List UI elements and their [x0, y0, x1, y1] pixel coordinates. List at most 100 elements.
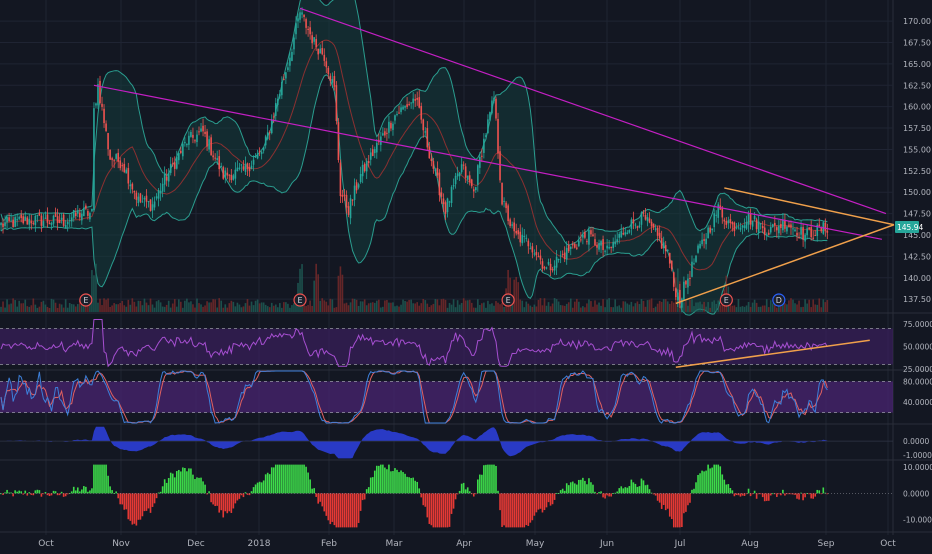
- candle-body[interactable]: [246, 163, 249, 170]
- candle-body[interactable]: [693, 263, 695, 265]
- candle-body[interactable]: [531, 246, 534, 253]
- candle-body[interactable]: [458, 172, 461, 177]
- triangle-upper-line[interactable]: [724, 187, 895, 226]
- candle-body[interactable]: [806, 228, 808, 236]
- candle-body[interactable]: [22, 216, 25, 224]
- candle-body[interactable]: [594, 239, 596, 246]
- candle-body[interactable]: [539, 255, 542, 260]
- candle-body[interactable]: [103, 108, 105, 124]
- candle-body[interactable]: [483, 138, 485, 153]
- candle-body[interactable]: [26, 217, 29, 225]
- candle-body[interactable]: [119, 160, 122, 169]
- candle-body[interactable]: [107, 133, 109, 150]
- candle-body[interactable]: [262, 147, 265, 151]
- candle-body[interactable]: [89, 212, 91, 220]
- candle-body[interactable]: [505, 202, 507, 209]
- candle-body[interactable]: [254, 155, 257, 158]
- candle-body[interactable]: [147, 201, 150, 203]
- candle-body[interactable]: [4, 222, 6, 227]
- candle-body[interactable]: [392, 123, 394, 130]
- candle-body[interactable]: [117, 152, 119, 162]
- candle-body[interactable]: [767, 232, 770, 235]
- candle-body[interactable]: [759, 223, 762, 225]
- candle-body[interactable]: [761, 225, 764, 229]
- candle-body[interactable]: [656, 227, 659, 236]
- candle-body[interactable]: [12, 219, 14, 228]
- candle-body[interactable]: [434, 169, 437, 172]
- candle-body[interactable]: [590, 230, 592, 235]
- candle-body[interactable]: [388, 121, 390, 133]
- candle-body[interactable]: [507, 205, 509, 222]
- candle-body[interactable]: [749, 213, 752, 225]
- candle-body[interactable]: [580, 239, 582, 241]
- candle-body[interactable]: [782, 219, 784, 231]
- candle-body[interactable]: [333, 76, 336, 87]
- candle-body[interactable]: [0, 222, 2, 226]
- candle-body[interactable]: [260, 151, 263, 155]
- candle-body[interactable]: [2, 223, 4, 228]
- candle-body[interactable]: [648, 218, 651, 223]
- candle-body[interactable]: [450, 187, 453, 204]
- candle-body[interactable]: [511, 224, 513, 226]
- candle-body[interactable]: [755, 219, 758, 230]
- candle-body[interactable]: [355, 182, 358, 191]
- event-marker[interactable]: [79, 293, 93, 307]
- candle-body[interactable]: [10, 220, 12, 222]
- candle-body[interactable]: [83, 207, 85, 217]
- candle-body[interactable]: [804, 234, 806, 242]
- candle-body[interactable]: [390, 122, 392, 129]
- candle-body[interactable]: [244, 163, 247, 172]
- candle-body[interactable]: [68, 220, 71, 222]
- candle-body[interactable]: [796, 232, 798, 236]
- candle-body[interactable]: [206, 131, 208, 147]
- candle-body[interactable]: [339, 162, 342, 197]
- candle-body[interactable]: [432, 161, 435, 169]
- candle-body[interactable]: [668, 253, 671, 264]
- candle-body[interactable]: [224, 170, 227, 179]
- candle-body[interactable]: [525, 237, 528, 239]
- candle-body[interactable]: [313, 37, 315, 42]
- candle-body[interactable]: [6, 216, 8, 223]
- candle-body[interactable]: [491, 100, 493, 114]
- candle-body[interactable]: [194, 140, 196, 142]
- candle-body[interactable]: [46, 214, 49, 223]
- candle-body[interactable]: [610, 246, 612, 248]
- candle-body[interactable]: [58, 220, 61, 223]
- candle-body[interactable]: [624, 232, 627, 235]
- candle-body[interactable]: [517, 230, 520, 235]
- rsi-trendline[interactable]: [675, 339, 870, 368]
- candle-body[interactable]: [371, 149, 374, 157]
- channel-upper-line[interactable]: [299, 7, 887, 215]
- candle-body[interactable]: [303, 14, 305, 18]
- candle-body[interactable]: [820, 227, 823, 232]
- candle-body[interactable]: [557, 258, 560, 261]
- candle-body[interactable]: [788, 224, 790, 228]
- candle-body[interactable]: [697, 245, 699, 253]
- candle-body[interactable]: [784, 220, 786, 229]
- candle-body[interactable]: [412, 98, 414, 104]
- candle-body[interactable]: [28, 218, 31, 225]
- candle-body[interactable]: [703, 239, 705, 241]
- candle-body[interactable]: [464, 166, 467, 178]
- candle-body[interactable]: [54, 213, 57, 217]
- candle-body[interactable]: [167, 172, 170, 182]
- candle-body[interactable]: [218, 156, 221, 170]
- triangle-lower-line[interactable]: [675, 224, 895, 305]
- candle-body[interactable]: [436, 167, 439, 176]
- candle-body[interactable]: [34, 216, 37, 226]
- candle-body[interactable]: [440, 192, 443, 197]
- candle-body[interactable]: [386, 132, 388, 134]
- candle-body[interactable]: [481, 155, 483, 157]
- candle-body[interactable]: [442, 198, 445, 205]
- candle-body[interactable]: [121, 165, 124, 167]
- candle-body[interactable]: [87, 211, 89, 216]
- candle-body[interactable]: [42, 221, 45, 227]
- candle-body[interactable]: [547, 261, 550, 265]
- candle-body[interactable]: [713, 213, 716, 228]
- candle-body[interactable]: [808, 227, 810, 230]
- candle-body[interactable]: [81, 213, 83, 221]
- event-marker[interactable]: [501, 293, 515, 307]
- candle-body[interactable]: [503, 200, 505, 202]
- candle-body[interactable]: [250, 165, 253, 169]
